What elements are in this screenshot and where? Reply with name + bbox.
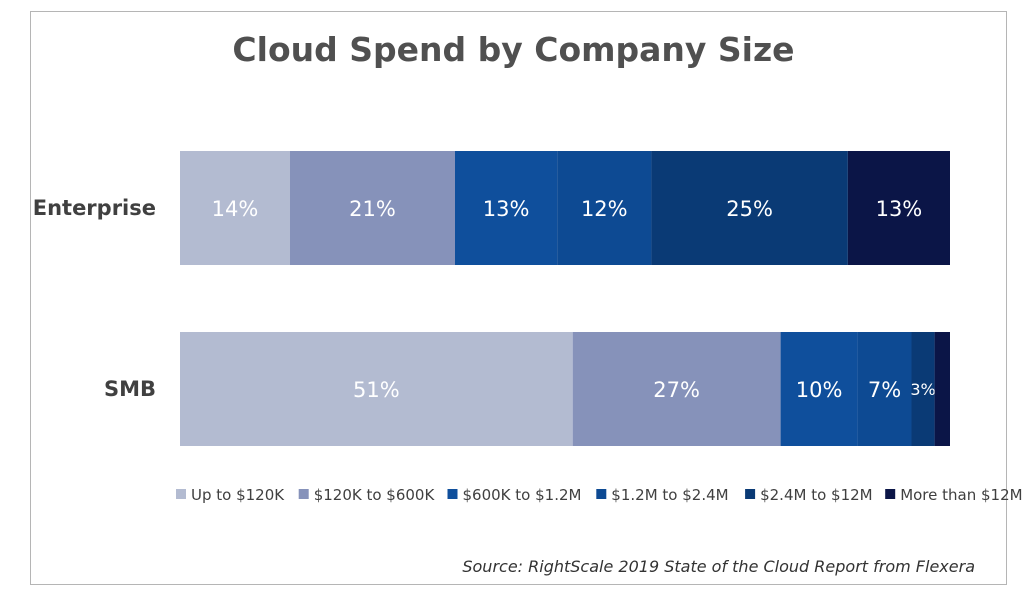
bar-segment-enterprise-4 — [651, 151, 848, 265]
bar-segment-smb-0 — [180, 332, 573, 446]
data-label-smb-2: 10% — [796, 378, 843, 402]
bar-segment-enterprise-0 — [180, 151, 290, 265]
legend-label-5: More than $12M — [900, 486, 1022, 504]
data-label-enterprise-1: 21% — [349, 197, 396, 221]
data-label-enterprise-4: 25% — [726, 197, 773, 221]
data-label-enterprise-2: 13% — [483, 197, 530, 221]
data-label-smb-1: 27% — [653, 378, 700, 402]
legend-swatch-0 — [176, 489, 186, 499]
legend-swatch-4 — [745, 489, 756, 499]
legend-label-2: $600K to $1.2M — [463, 486, 582, 504]
data-label-enterprise-5: 13% — [876, 197, 923, 221]
data-label-enterprise-0: 14% — [212, 197, 259, 221]
bar-segment-smb-3 — [857, 332, 912, 446]
legend-swatch-3 — [596, 489, 607, 499]
chart-frame — [30, 11, 1007, 585]
legend-label-4: $2.4M to $12M — [760, 486, 873, 504]
data-label-enterprise-3: 12% — [581, 197, 628, 221]
legend-swatch-5 — [885, 489, 896, 499]
category-label-smb: SMB — [104, 377, 156, 401]
bar-segment-enterprise-2 — [455, 151, 558, 265]
category-label-enterprise: Enterprise — [33, 196, 156, 220]
bar-segment-smb-5 — [934, 332, 950, 446]
legend-swatch-1 — [298, 489, 309, 499]
source-note: Source: RightScale 2019 State of the Clo… — [462, 557, 975, 576]
bar-segment-smb-1 — [572, 332, 781, 446]
data-label-smb-4: 3% — [910, 380, 935, 399]
bar-segment-enterprise-1 — [290, 151, 455, 265]
bar-segment-smb-4 — [911, 332, 935, 446]
bar-segment-smb-2 — [780, 332, 858, 446]
data-label-smb-0: 51% — [353, 378, 400, 402]
bar-segment-enterprise-3 — [557, 151, 652, 265]
legend-label-3: $1.2M to $2.4M — [611, 486, 728, 504]
bar-segment-enterprise-5 — [847, 151, 950, 265]
legend-label-0: Up to $120K — [191, 486, 285, 504]
chart-title: Cloud Spend by Company Size — [232, 30, 795, 69]
data-label-smb-3: 7% — [868, 378, 901, 402]
legend-swatch-2 — [447, 489, 458, 499]
legend-label-1: $120K to $600K — [314, 486, 436, 504]
